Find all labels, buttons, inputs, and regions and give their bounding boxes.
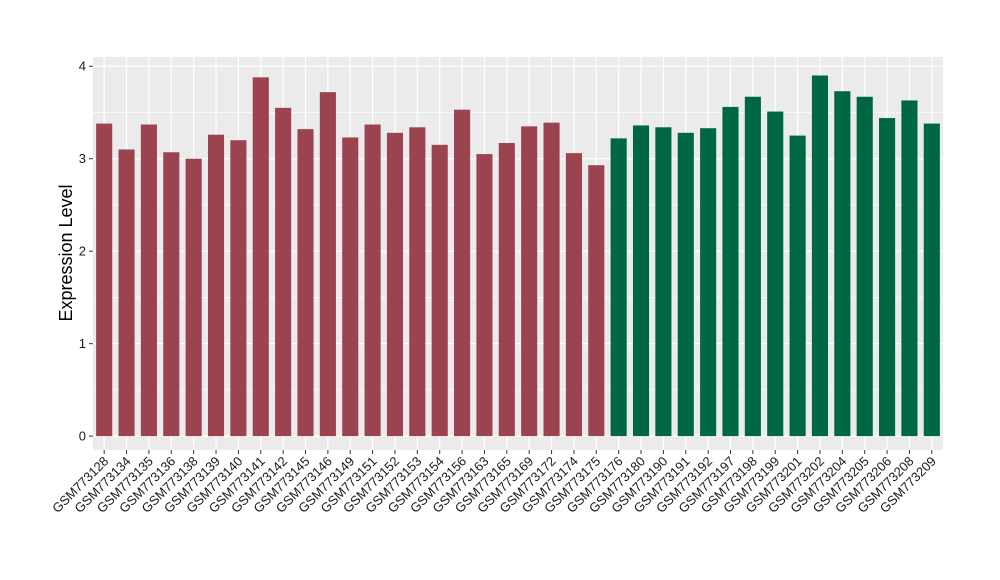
bar [811, 75, 829, 437]
bar [431, 144, 448, 437]
bar [879, 118, 896, 437]
bar [230, 140, 247, 437]
bar [565, 153, 582, 437]
bar [275, 107, 292, 437]
bar [632, 125, 650, 437]
bar [767, 111, 784, 437]
y-axis-title: Expression Level [56, 184, 76, 321]
bar [901, 100, 918, 437]
bar [521, 126, 538, 437]
y-tick-label: 1 [79, 336, 86, 351]
bar [454, 109, 471, 437]
bar [140, 124, 157, 437]
bar [364, 124, 381, 437]
bar [677, 132, 694, 437]
y-tick-label: 0 [79, 429, 86, 444]
bar [543, 122, 560, 437]
bar [588, 165, 605, 437]
y-axis: 0 1 2 3 4 [79, 59, 93, 444]
y-tick-label: 3 [79, 151, 86, 166]
bar [700, 128, 717, 437]
bar [789, 135, 806, 437]
bar [185, 158, 202, 437]
bar [163, 152, 180, 437]
bars [96, 75, 940, 437]
bar [834, 91, 851, 437]
bar [476, 154, 493, 437]
bar [498, 142, 515, 437]
bar [610, 138, 627, 437]
bar [207, 134, 225, 437]
bar [856, 96, 873, 437]
y-tick-label: 4 [79, 59, 86, 74]
bar [655, 127, 672, 437]
bar [252, 77, 269, 437]
bar [297, 129, 314, 437]
bar [342, 137, 359, 437]
bar [744, 96, 761, 437]
bar [96, 123, 113, 437]
bar [386, 132, 404, 437]
bar [409, 127, 426, 437]
bar [319, 92, 336, 437]
bar [923, 123, 940, 437]
bar [118, 149, 135, 437]
y-tick-label: 2 [79, 244, 86, 259]
x-axis: GSM773128GSM773134GSM773135GSM773136GSM7… [49, 450, 939, 516]
bar [722, 106, 739, 437]
